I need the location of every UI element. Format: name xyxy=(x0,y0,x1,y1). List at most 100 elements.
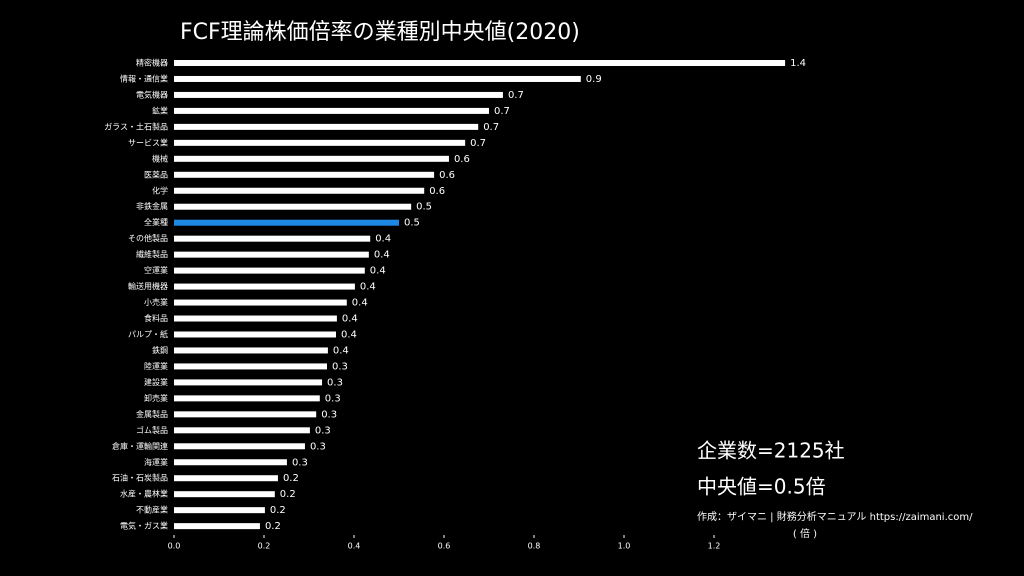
value-label: 0.4 xyxy=(360,282,376,293)
bar xyxy=(174,315,337,322)
bar xyxy=(174,331,336,338)
value-label: 0.4 xyxy=(342,314,358,325)
y-tick-label: 倉庫・運輸関連 xyxy=(112,441,168,451)
y-tick-label: 情報・通信業 xyxy=(120,73,168,83)
value-label: 0.7 xyxy=(508,90,524,101)
chart-title: FCF理論株価倍率の業種別中央値(2020) xyxy=(180,20,580,45)
y-tick-label: その他製品 xyxy=(128,233,168,243)
value-label: 0.3 xyxy=(292,457,308,468)
y-tick-label: ゴム製品 xyxy=(136,425,168,435)
bar xyxy=(174,459,287,466)
y-tick-label: 非鉄金属 xyxy=(136,201,168,211)
bar xyxy=(174,91,503,98)
value-label: 0.4 xyxy=(370,266,386,277)
bar xyxy=(174,155,449,162)
bar xyxy=(174,235,371,242)
y-tick-label: 繊維製品 xyxy=(136,249,168,259)
value-label: 0.4 xyxy=(375,234,391,245)
bar xyxy=(174,411,317,418)
value-label: 0.4 xyxy=(352,298,368,309)
y-tick-label: 化学 xyxy=(152,185,168,195)
bar xyxy=(174,507,265,514)
value-label: 0.3 xyxy=(325,393,341,404)
x-tick-label: 0.8 xyxy=(528,542,541,551)
y-tick-label: 医薬品 xyxy=(144,169,168,179)
bar xyxy=(174,171,435,178)
bar xyxy=(174,427,310,434)
y-tick-label: 電気・ガス業 xyxy=(120,521,168,531)
y-tick-label: 鉱業 xyxy=(152,105,168,115)
bar xyxy=(174,60,786,66)
bar xyxy=(174,139,466,146)
bar xyxy=(174,251,369,258)
value-label: 0.3 xyxy=(321,409,337,420)
value-label: 0.7 xyxy=(483,122,499,133)
bar xyxy=(174,187,425,194)
bar xyxy=(174,219,399,226)
y-tick-label: 輸送用機器 xyxy=(128,281,168,291)
value-label: 0.7 xyxy=(470,138,486,149)
value-label: 0.3 xyxy=(310,441,326,452)
y-tick-label: 建設業 xyxy=(144,377,168,387)
value-label: 0.6 xyxy=(454,154,470,165)
annotation: 中央値=0.5倍 xyxy=(697,475,826,499)
source: 作成：ザイマニ | 財務分析マニュアル https://zaimani.com/ xyxy=(697,510,973,523)
y-tick-label: 空運業 xyxy=(144,265,168,275)
x-tick-label: 0.6 xyxy=(438,542,451,551)
value-label: 0.4 xyxy=(333,345,349,356)
bar xyxy=(174,379,323,386)
y-tick-label: 精密機器 xyxy=(136,58,168,68)
value-label: 0.2 xyxy=(270,505,286,516)
bar xyxy=(174,523,260,530)
bar xyxy=(174,299,347,306)
value-label: 0.4 xyxy=(341,329,357,340)
bar xyxy=(174,363,327,370)
y-tick-label: 電気機器 xyxy=(136,89,168,99)
bar xyxy=(174,443,305,450)
bar xyxy=(174,75,581,82)
value-label: 0.6 xyxy=(429,186,445,197)
bar xyxy=(174,267,365,274)
y-tick-label: 食料品 xyxy=(144,313,168,323)
y-tick-label: 石油・石炭製品 xyxy=(112,473,168,483)
x-tick-label: 1.2 xyxy=(708,542,721,551)
x-tick-label: 1.0 xyxy=(618,542,631,551)
y-tick-label: 機械 xyxy=(152,153,168,163)
y-tick-label: 不動産業 xyxy=(136,505,168,515)
bar xyxy=(174,283,355,290)
value-label: 0.2 xyxy=(283,473,299,484)
y-tick-label: パルプ・紙 xyxy=(128,329,168,339)
y-tick-label: 卸売業 xyxy=(144,393,168,403)
y-tick-label: 小売業 xyxy=(144,297,168,307)
bar xyxy=(174,347,328,354)
y-tick-label: 陸運業 xyxy=(144,361,168,371)
x-tick-label: 0.2 xyxy=(258,542,271,551)
bar xyxy=(174,203,412,210)
bar xyxy=(174,491,275,498)
annotation: 企業数=2125社 xyxy=(697,439,845,463)
x-tick-label: 0.0 xyxy=(168,542,181,551)
value-label: 0.4 xyxy=(374,250,390,261)
value-label: 0.5 xyxy=(404,218,420,229)
x-tick-label: 0.4 xyxy=(348,542,361,551)
bar xyxy=(174,475,278,482)
y-tick-label: 水産・農林業 xyxy=(120,489,168,499)
value-label: 0.3 xyxy=(327,377,343,388)
x-axis-label: ( 倍 ) xyxy=(793,527,817,540)
bar xyxy=(174,395,320,402)
y-tick-label: 金属製品 xyxy=(136,409,168,419)
value-label: 0.3 xyxy=(332,361,348,372)
y-tick-label: 海運業 xyxy=(144,457,168,467)
value-label: 0.9 xyxy=(586,74,602,85)
y-tick-label: ガラス・土石製品 xyxy=(104,121,168,131)
value-label: 0.2 xyxy=(280,489,296,500)
value-label: 1.4 xyxy=(790,58,806,69)
value-label: 0.2 xyxy=(265,521,281,532)
bar xyxy=(174,123,479,130)
y-tick-label: 鉄鋼 xyxy=(152,345,168,355)
value-label: 0.5 xyxy=(416,202,432,213)
value-label: 0.3 xyxy=(315,425,331,436)
bar xyxy=(174,107,489,114)
y-tick-label: 全業種 xyxy=(144,217,168,227)
